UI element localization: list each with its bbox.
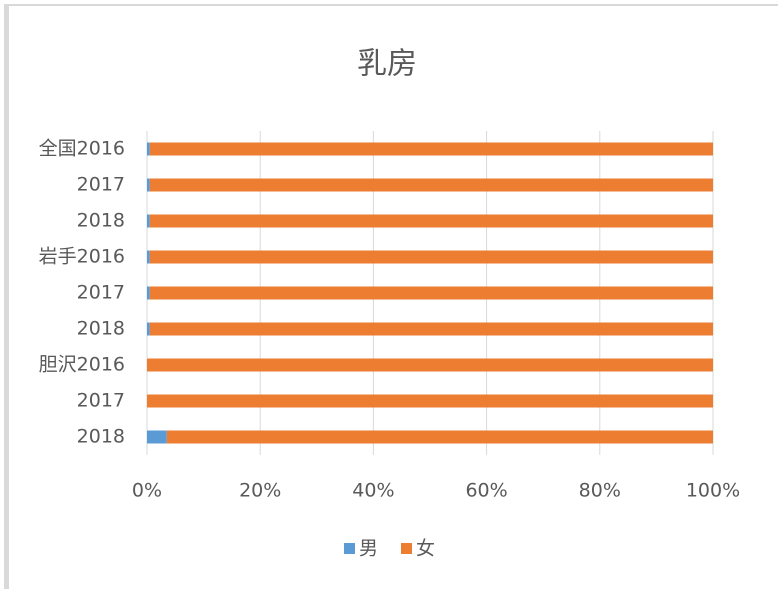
bar-segment	[147, 286, 150, 300]
x-tick-label: 60%	[465, 480, 507, 502]
legend-label: 男	[359, 538, 378, 560]
y-tick-label: 岩手2016	[39, 246, 125, 268]
bar-segment	[147, 142, 150, 156]
bar-segment	[149, 250, 713, 264]
chart-title: 乳房	[357, 47, 417, 82]
x-tick-label: 100%	[686, 480, 740, 502]
bar-segment	[147, 178, 150, 192]
bar-segment	[147, 394, 713, 408]
bar-segment	[147, 322, 150, 336]
x-tick-label: 20%	[239, 480, 281, 502]
frame-left	[4, 4, 9, 589]
legend-label: 女	[416, 538, 435, 560]
bar-segment	[149, 322, 713, 336]
y-tick-label: 2017	[77, 282, 125, 304]
bar-segment	[147, 214, 150, 228]
y-tick-label: 2018	[77, 426, 125, 448]
bar-segment	[149, 214, 713, 228]
x-tick-label: 0%	[132, 480, 162, 502]
legend-swatch	[401, 543, 412, 554]
bar-segment	[149, 142, 713, 156]
frame-top	[4, 4, 778, 6]
bar-segment	[166, 430, 713, 444]
y-tick-label: 2018	[77, 210, 125, 232]
y-tick-label: 2018	[77, 318, 125, 340]
y-tick-label: 2017	[77, 174, 125, 196]
x-tick-label: 80%	[579, 480, 621, 502]
y-tick-label: 全国2016	[39, 138, 125, 160]
y-tick-label: 胆沢2016	[39, 354, 125, 376]
legend-swatch	[344, 543, 355, 554]
bar-segment	[149, 178, 713, 192]
bar-segment	[147, 430, 167, 444]
x-tick-label: 40%	[352, 480, 394, 502]
y-tick-label: 2017	[77, 390, 125, 412]
bar-segment	[147, 250, 150, 264]
bar-segment	[149, 286, 713, 300]
bar-segment	[147, 358, 713, 372]
